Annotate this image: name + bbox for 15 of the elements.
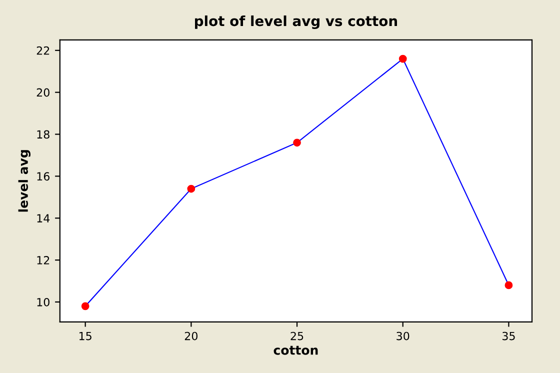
y-tick-label: 22 bbox=[36, 46, 50, 55]
y-axis-title: level avg bbox=[18, 150, 31, 212]
y-tick-label: 14 bbox=[37, 214, 50, 222]
x-tick-label: 35 bbox=[502, 332, 515, 340]
x-tick-label: 15 bbox=[79, 332, 92, 340]
x-tick-label: 30 bbox=[396, 332, 410, 340]
x-axis-title: cotton bbox=[274, 346, 318, 355]
x-tick-label: 25 bbox=[290, 332, 304, 340]
y-tick-label: 12 bbox=[37, 256, 50, 264]
y-tick-label: 18 bbox=[37, 130, 50, 139]
chart-title: plot of level avg vs cotton bbox=[195, 15, 397, 30]
x-tick-label: 20 bbox=[184, 332, 198, 340]
y-tick-label: 10 bbox=[37, 298, 50, 306]
y-tick-label: 16 bbox=[37, 172, 50, 181]
y-tick-label: 20 bbox=[36, 88, 50, 97]
